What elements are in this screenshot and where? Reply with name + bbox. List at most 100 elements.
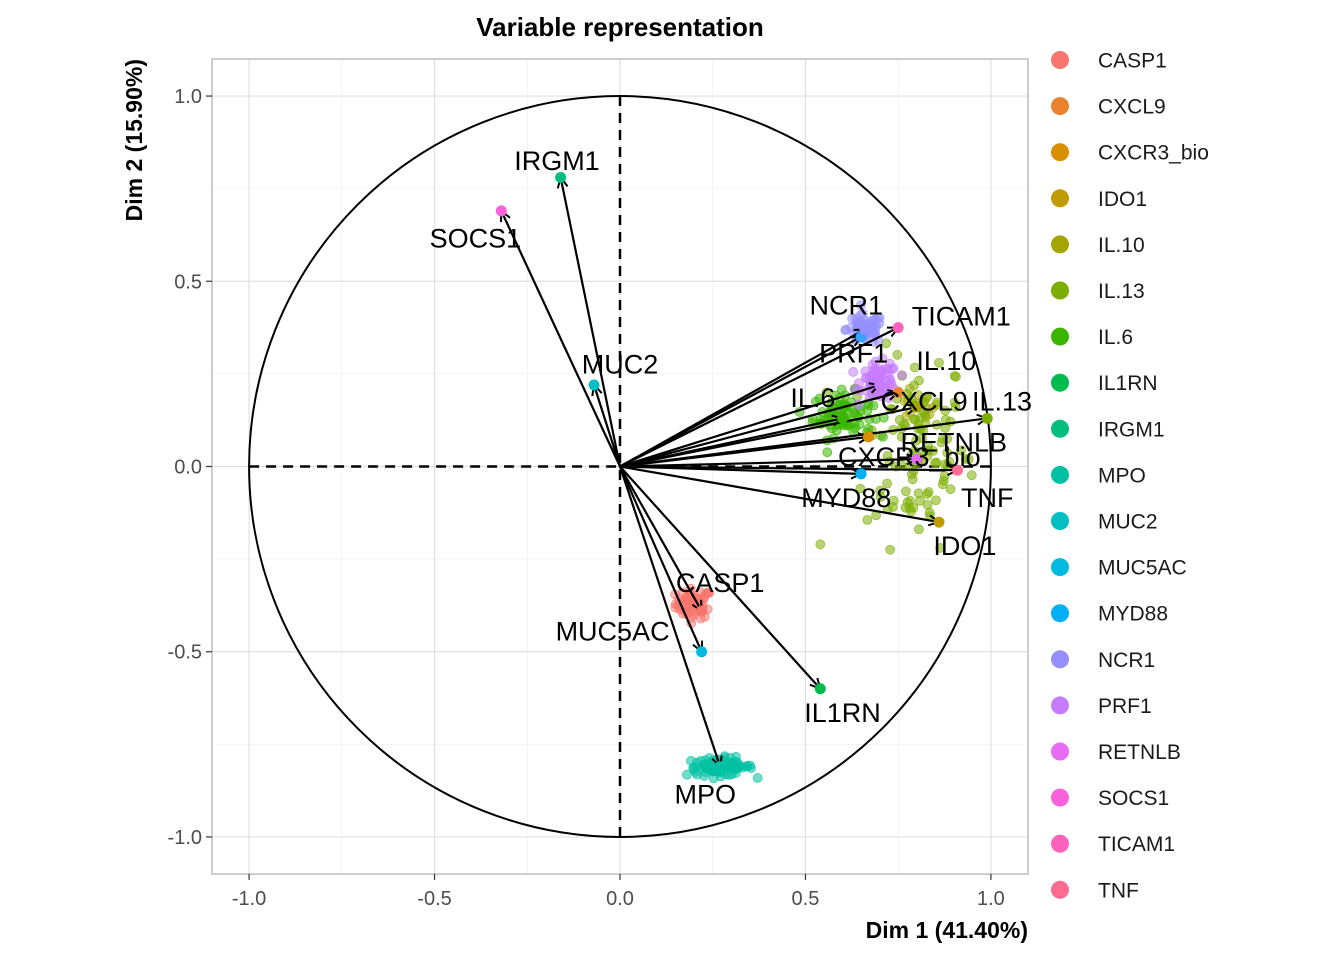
legend-label: IL.10 <box>1098 234 1145 257</box>
variable-arrows <box>501 178 987 767</box>
arrow-tnf <box>619 467 958 471</box>
legend-item-ticam1: TICAM1 <box>1051 833 1175 856</box>
legend: CASP1 CXCL9 CXCR3_bio IDO1 IL.10 IL.13 IL.6 IL1… <box>1051 50 1209 902</box>
cloud-point-mpo <box>752 773 763 783</box>
x-axis-title: Dim 1 (41.40%) <box>866 917 1028 943</box>
cloud-point-il-6 <box>878 431 888 442</box>
x-tick-label: -1.0 <box>232 888 266 910</box>
cloud-point-il-6 <box>822 447 833 458</box>
cloud-point-il-13 <box>949 397 960 408</box>
point-ido1 <box>933 516 945 528</box>
legend-label: CXCR3_bio <box>1098 142 1209 165</box>
arrow-irgm1 <box>561 178 622 467</box>
x-axis-ticks: -1.0 -0.5 0.0 0.5 1.0 <box>232 874 1005 910</box>
cloud-point-prf1 <box>886 379 897 389</box>
cloud-point-il-13 <box>909 362 920 373</box>
legend-swatch <box>1051 465 1069 484</box>
legend-item-casp1: CASP1 <box>1051 50 1167 73</box>
point-ticam1 <box>892 322 904 334</box>
legend-item-il-10: IL.10 <box>1051 234 1145 257</box>
label-mpo: MPO <box>675 779 737 809</box>
y-tick-label: 0.5 <box>174 271 202 293</box>
legend-swatch <box>1051 419 1069 438</box>
arrow-mpo <box>618 466 720 767</box>
cloud-point-il-13 <box>931 495 941 506</box>
legend-item-cxcl9: CXCL9 <box>1051 96 1166 119</box>
cloud-point-mpo <box>730 764 741 775</box>
point-cxcr3-bio <box>863 431 875 443</box>
label-myd88: MYD88 <box>801 483 891 513</box>
point-cxcl9 <box>892 386 904 398</box>
legend-item-mpo: MPO <box>1051 464 1146 487</box>
cloud-point-il-13 <box>882 478 893 489</box>
legend-swatch <box>1051 327 1069 346</box>
y-tick-label: -1.0 <box>168 827 202 849</box>
cloud-point-il-13 <box>900 486 911 497</box>
cloud-point-mpo <box>705 760 716 771</box>
label-il-13: IL.13 <box>972 387 1032 417</box>
label-retnlb: RETNLB <box>901 427 1008 457</box>
cloud-point-il-13 <box>945 484 956 495</box>
cloud-point-il-6 <box>831 425 842 436</box>
cloud-point-il-13 <box>963 454 974 464</box>
legend-label: MUC5AC <box>1098 557 1187 580</box>
cloud-point-il-13 <box>821 387 832 398</box>
variable-points <box>495 172 993 773</box>
cloud-point-il-13 <box>930 458 940 469</box>
legend-label: IDO1 <box>1098 188 1147 211</box>
cloud-point-mpo <box>682 769 692 780</box>
arrow-il1rn <box>619 465 820 689</box>
point-myd88 <box>855 468 867 480</box>
legend-label: IL.6 <box>1098 326 1133 349</box>
legend-swatch <box>1051 281 1069 300</box>
cloud-point-il-13 <box>896 431 907 442</box>
label-il1rn: IL1RN <box>804 698 881 728</box>
cloud-point-il-13 <box>914 524 924 535</box>
cloud-point-il-13 <box>855 483 866 494</box>
cloud-point-ncr1 <box>873 313 883 323</box>
point-il-13 <box>981 412 993 424</box>
cloud-point-prf1 <box>887 364 897 374</box>
legend-item-myd88: MYD88 <box>1051 603 1168 626</box>
arrow-casp1 <box>619 465 702 611</box>
cloud-point-casp1 <box>682 591 693 602</box>
legend-item-il-6: IL.6 <box>1051 326 1133 349</box>
cloud-point-il-13 <box>939 471 950 481</box>
arrow-muc2 <box>594 385 622 467</box>
label-ticam1: TICAM1 <box>912 301 1011 331</box>
cloud-point-ncr1 <box>871 321 882 332</box>
label-ido1: IDO1 <box>933 531 996 561</box>
arrow-cxcl9 <box>619 392 898 468</box>
point-muc2 <box>588 379 600 391</box>
cloud-point-prf1 <box>897 370 907 380</box>
cloud-point-il-13 <box>949 371 960 381</box>
cloud-point-prf1 <box>854 378 864 389</box>
point-il-10 <box>911 401 923 413</box>
legend-item-ncr1: NCR1 <box>1051 649 1155 672</box>
legend-swatch <box>1051 189 1069 208</box>
legend-swatch <box>1051 143 1069 162</box>
cloud-point-il-13 <box>923 487 934 497</box>
x-tick-label: 0.5 <box>792 888 820 910</box>
cloud-point-il-13 <box>934 357 944 368</box>
label-il-6: IL.6 <box>790 383 835 413</box>
legend-swatch <box>1051 558 1069 577</box>
label-prf1: PRF1 <box>819 338 888 368</box>
cloud-point-il-13 <box>862 515 873 525</box>
legend-swatch <box>1051 235 1069 254</box>
cloud-point-il-13 <box>932 397 942 408</box>
arrow-il-6 <box>619 418 843 468</box>
label-socs1: SOCS1 <box>430 224 522 254</box>
arrow-muc5ac <box>618 466 702 652</box>
cloud-point-il-13 <box>875 491 886 502</box>
cloud-point-il-13 <box>966 470 977 481</box>
legend-label: CASP1 <box>1098 50 1167 73</box>
legend-label: CXCL9 <box>1098 96 1166 119</box>
y-tick-label: 0.0 <box>174 457 202 479</box>
cloud-point-il-13 <box>907 474 918 485</box>
cloud-point-il-13 <box>956 445 966 456</box>
y-axis-title: Dim 2 (15.90%) <box>121 59 147 221</box>
legend-item-il-13: IL.13 <box>1051 280 1145 303</box>
